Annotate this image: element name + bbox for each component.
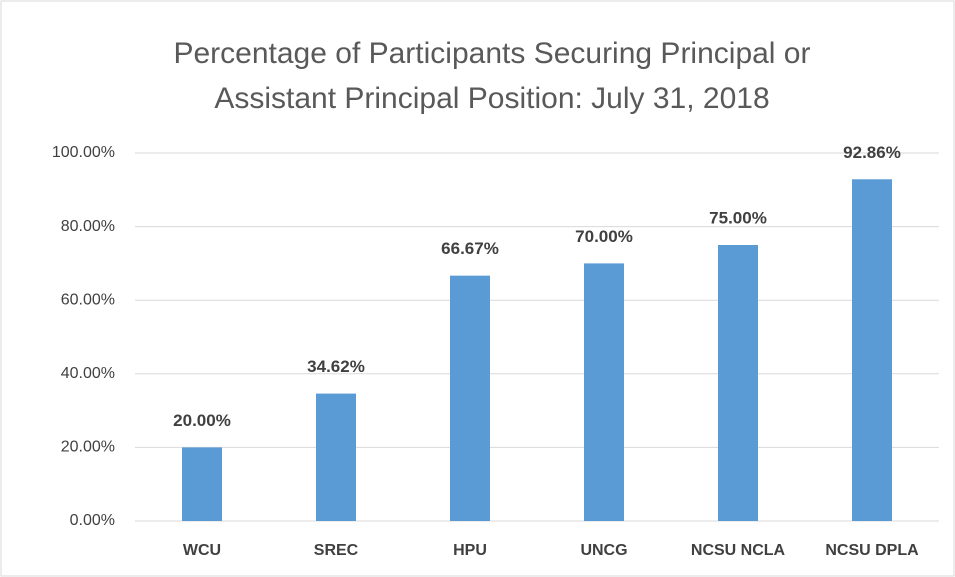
y-tick-label: 100.00% — [52, 144, 115, 161]
bar — [316, 393, 356, 521]
data-label: 75.00% — [709, 208, 767, 227]
data-label: 66.67% — [441, 239, 499, 258]
y-tick-label: 0.00% — [70, 512, 115, 529]
bar — [182, 447, 222, 521]
bar — [450, 275, 490, 521]
bar — [718, 245, 758, 521]
x-tick-label: HPU — [453, 542, 487, 559]
y-tick-label: 60.00% — [61, 291, 115, 308]
x-tick-label: UNCG — [580, 542, 627, 559]
data-label: 92.86% — [843, 143, 901, 162]
data-label: 70.00% — [575, 227, 633, 246]
chart-title: Percentage of Participants Securing Prin… — [173, 37, 810, 70]
data-label: 20.00% — [173, 411, 231, 430]
y-tick-label: 80.00% — [61, 218, 115, 235]
data-label: 34.62% — [307, 357, 365, 376]
y-tick-label: 40.00% — [61, 365, 115, 382]
y-tick-label: 20.00% — [61, 439, 115, 456]
chart-title: Assistant Principal Position: July 31, 2… — [214, 82, 769, 115]
bar — [584, 263, 624, 521]
x-tick-label: NCSU NCLA — [691, 542, 786, 559]
bar — [852, 179, 892, 521]
x-tick-label: WCU — [183, 542, 221, 559]
x-tick-label: SREC — [314, 542, 359, 559]
x-tick-label: NCSU DPLA — [825, 542, 919, 559]
